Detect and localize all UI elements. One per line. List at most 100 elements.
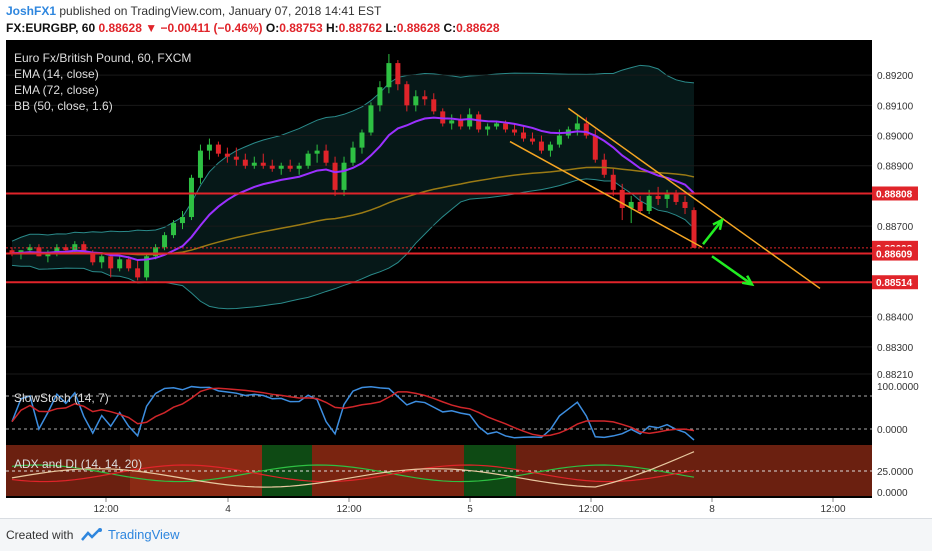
candle-body xyxy=(691,210,697,248)
ema14-line xyxy=(11,116,695,262)
adx-axis-label: 0.0000 xyxy=(877,488,908,499)
publish-line: JoshFX1 published on TradingView.com, Ja… xyxy=(6,4,381,18)
candle-body xyxy=(72,244,78,251)
candle-body xyxy=(431,99,437,112)
x-tick-label: 12:00 xyxy=(820,504,845,515)
x-tick-label: 12:00 xyxy=(336,504,361,515)
candle-body xyxy=(521,132,526,139)
legend-title: Euro Fx/British Pound, 60, FXCM xyxy=(14,51,192,65)
candle-body xyxy=(206,144,212,151)
close-value: 0.88628 xyxy=(456,21,500,35)
close-label: C: xyxy=(443,21,457,35)
di-plus-line xyxy=(11,464,695,483)
candle-body xyxy=(476,114,482,130)
y-tick-label: 0.88210 xyxy=(877,370,914,381)
main-pane[interactable] xyxy=(6,40,872,380)
price-change: −0.00411 (−0.46%) xyxy=(160,21,263,35)
adx-lines xyxy=(6,451,872,488)
candle-body xyxy=(619,189,625,208)
high-label: H: xyxy=(325,21,339,35)
candle-body xyxy=(260,162,266,166)
candle-body xyxy=(153,247,159,257)
chart-area[interactable]: 0.89200 0.89100 0.89000 0.88900 0.88700 0.884… xyxy=(0,40,932,518)
candle-body xyxy=(538,141,544,151)
up-arrow-icon xyxy=(702,219,723,245)
candle-body xyxy=(54,247,60,254)
candle-body xyxy=(637,201,643,211)
candle-body xyxy=(135,268,141,278)
candle-body xyxy=(386,63,392,88)
price-tag-label: 0.88808 xyxy=(876,189,913,200)
candle-body xyxy=(592,135,598,160)
candle-body xyxy=(422,96,428,100)
stoch-k-line xyxy=(11,385,695,441)
candle-body xyxy=(556,135,562,145)
candle-body xyxy=(180,217,185,224)
gridlines xyxy=(6,74,872,375)
y-tick-label: 0.89000 xyxy=(877,132,914,143)
candle-body xyxy=(45,253,51,257)
candle-body xyxy=(547,144,553,151)
adx-line xyxy=(11,451,695,488)
candle-body xyxy=(171,223,177,236)
candle-body xyxy=(458,120,464,127)
legend-ema14: EMA (14, close) xyxy=(14,67,99,81)
legend-stoch: SlowStoch (14, 7) xyxy=(14,391,109,405)
candle-body xyxy=(27,247,33,251)
y-tick-label: 0.88900 xyxy=(877,162,914,173)
last-price: 0.88628 xyxy=(98,21,142,35)
x-tick-label: 4 xyxy=(225,504,231,515)
axes: 0.89200 0.89100 0.89000 0.88900 0.88700 0.884… xyxy=(93,71,919,515)
x-tick-label: 8 xyxy=(709,504,715,515)
candle-body xyxy=(646,195,652,211)
candle-body xyxy=(628,201,634,208)
low-label: L: xyxy=(385,21,397,35)
stoch-axis-label: 0.0000 xyxy=(877,425,908,436)
candle-body xyxy=(242,159,248,166)
tradingview-link[interactable]: TradingView xyxy=(108,527,180,542)
adx-axis-label: 25.0000 xyxy=(877,467,914,478)
candle-body xyxy=(574,123,580,130)
candle-body xyxy=(215,144,221,154)
candle-body xyxy=(512,129,518,133)
adx-zone xyxy=(312,445,464,496)
candle-body xyxy=(404,84,410,106)
price-tag xyxy=(872,186,918,201)
candle-body xyxy=(63,247,69,251)
candle-body xyxy=(610,174,616,190)
candle-body xyxy=(99,256,105,263)
channel-upper xyxy=(567,107,821,290)
candle-body xyxy=(126,259,132,269)
candle-body xyxy=(251,162,257,166)
candle-body xyxy=(90,253,96,263)
candle-body xyxy=(332,162,338,190)
legend-bb: BB (50, close, 1.6) xyxy=(14,99,113,113)
low-value: 0.88628 xyxy=(396,21,441,35)
channel-lower xyxy=(509,140,703,248)
y-tick-label: 0.89100 xyxy=(877,101,914,112)
y-tick-label: 0.88400 xyxy=(877,313,914,324)
footer: Created with TradingView xyxy=(0,518,932,551)
price-tag-label: 0.88514 xyxy=(876,278,913,289)
price-tag xyxy=(872,275,918,290)
candle-body xyxy=(664,192,670,199)
candles xyxy=(9,54,697,281)
candle-body xyxy=(144,256,150,278)
x-tick-label: 5 xyxy=(467,504,473,515)
candle-body xyxy=(314,150,320,154)
di-minus-line xyxy=(11,464,695,483)
y-tick-label: 0.88700 xyxy=(877,222,914,233)
candle-body xyxy=(224,153,230,157)
created-with-label: Created with xyxy=(6,528,74,542)
candle-body xyxy=(18,250,24,254)
chart-header: JoshFX1 published on TradingView.com, Ja… xyxy=(0,0,932,40)
stoch-pane[interactable] xyxy=(6,380,872,443)
candle-body xyxy=(377,87,383,106)
bb-upper xyxy=(11,64,695,242)
candle-body xyxy=(494,123,500,127)
author-link[interactable]: JoshFX1 xyxy=(6,4,57,18)
candle-body xyxy=(162,235,168,248)
tradingview-logo-icon[interactable] xyxy=(80,527,104,543)
high-value: 0.88762 xyxy=(338,21,383,35)
adx-zone xyxy=(262,445,312,496)
